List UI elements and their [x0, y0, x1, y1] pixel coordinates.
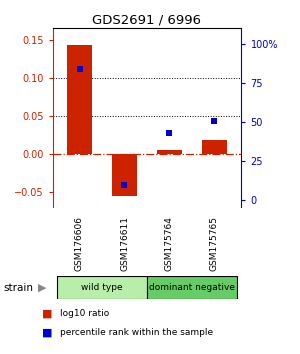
Text: ▶: ▶ — [38, 282, 46, 293]
Text: ■: ■ — [42, 308, 52, 318]
Point — [77, 66, 82, 72]
Text: GSM176606: GSM176606 — [75, 216, 84, 271]
Bar — [147, 276, 237, 299]
Text: GSM175764: GSM175764 — [165, 216, 174, 271]
Text: GSM175765: GSM175765 — [210, 216, 219, 271]
Text: GSM176611: GSM176611 — [120, 216, 129, 271]
Point — [122, 182, 127, 187]
Point — [212, 118, 217, 123]
Bar — [57, 276, 147, 299]
Point — [167, 130, 172, 136]
Text: dominant negative: dominant negative — [149, 283, 235, 292]
Text: strain: strain — [3, 282, 33, 293]
Text: percentile rank within the sample: percentile rank within the sample — [60, 328, 213, 337]
Bar — [202, 140, 227, 154]
Bar — [112, 154, 137, 196]
Text: wild type: wild type — [81, 283, 123, 292]
Text: ■: ■ — [42, 328, 52, 338]
Bar — [67, 45, 92, 154]
Bar — [157, 150, 182, 154]
Text: log10 ratio: log10 ratio — [60, 309, 109, 318]
Text: GDS2691 / 6996: GDS2691 / 6996 — [92, 13, 202, 27]
